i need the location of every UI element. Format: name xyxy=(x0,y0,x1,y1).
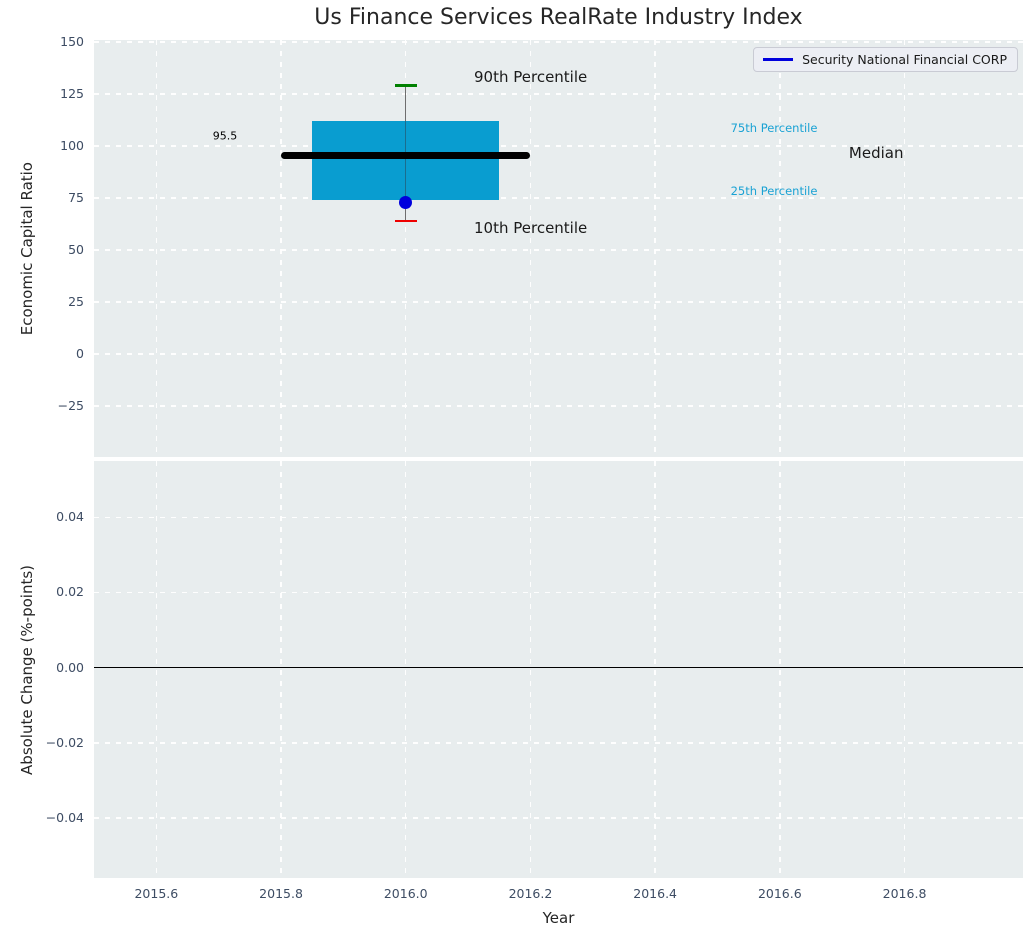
x-tick-label: 2015.8 xyxy=(259,886,303,901)
top-axes: 90th Percentile 10th Percentile 75th Perce… xyxy=(94,40,1023,457)
y-tick-label: 0.00 xyxy=(56,659,84,675)
grid-line-x xyxy=(779,40,781,457)
grid-line-x xyxy=(654,40,656,457)
grid-line-y xyxy=(94,817,1023,819)
annotation-75th-percentile: 75th Percentile xyxy=(730,120,818,135)
legend-label: Security National Financial CORP xyxy=(802,52,1007,67)
x-tick-label: 2016.6 xyxy=(757,886,802,901)
y-tick-label: 125 xyxy=(60,86,84,102)
x-tick-label: 2016.2 xyxy=(508,886,553,901)
grid-line-x xyxy=(529,40,532,457)
bottom-axes xyxy=(94,461,1023,878)
y-tick-label: 100 xyxy=(60,138,84,154)
grid-line-y xyxy=(94,742,1023,744)
grid-line-y xyxy=(94,591,1023,594)
grid-line-x xyxy=(654,461,656,878)
grid-line-y xyxy=(94,301,1023,303)
y-tick-label: 50 xyxy=(68,242,84,258)
y-tick-label: −25 xyxy=(57,398,84,414)
zero-line xyxy=(94,666,1023,669)
y-tick-label: 0.02 xyxy=(56,584,84,600)
legend: Security National Financial CORP xyxy=(753,47,1018,72)
grid-line-x xyxy=(404,40,407,457)
annotation-median: Median xyxy=(848,144,904,162)
grid-line-x xyxy=(903,461,906,878)
grid-line-x xyxy=(903,40,906,457)
grid-line-x xyxy=(280,40,282,457)
grid-line-x xyxy=(779,461,781,878)
annotation-90th-percentile: 90th Percentile xyxy=(474,67,588,86)
annotation-25th-percentile: 25th Percentile xyxy=(730,183,818,198)
annotation-median-value: 95.5 xyxy=(212,129,238,143)
grid-line-y xyxy=(94,93,1023,95)
grid-line-x xyxy=(155,40,158,457)
grid-line-x xyxy=(155,461,158,878)
x-axis-label: Year xyxy=(542,909,575,927)
legend-line-icon xyxy=(763,58,794,61)
y-tick-label: 150 xyxy=(60,34,84,50)
grid-line-y xyxy=(94,516,1023,519)
grid-line-y xyxy=(94,353,1023,355)
x-tick-label: 2015.6 xyxy=(134,886,179,901)
chart-title: Us Finance Services RealRate Industry In… xyxy=(314,5,803,30)
grid-line-x xyxy=(404,461,407,878)
p90-cap xyxy=(394,84,417,88)
whisker-line-overlay xyxy=(405,121,407,201)
y-tick-label: −0.04 xyxy=(45,809,84,825)
y-tick-label: 0.04 xyxy=(56,509,84,525)
grid-line-y xyxy=(94,41,1023,43)
grid-line-y xyxy=(94,197,1023,199)
grid-line-y xyxy=(94,145,1023,147)
grid-line-y xyxy=(94,405,1023,407)
company-data-point xyxy=(399,195,413,209)
y-tick-label: 75 xyxy=(68,190,84,206)
x-tick-label: 2016.8 xyxy=(882,886,927,901)
p10-cap xyxy=(394,219,417,223)
y-tick-label: 0 xyxy=(76,346,84,362)
x-tick-label: 2016.4 xyxy=(633,886,678,901)
grid-line-x xyxy=(280,461,282,878)
grid-line-x xyxy=(529,461,532,878)
annotation-10th-percentile: 10th Percentile xyxy=(474,218,588,237)
grid-line-y xyxy=(94,249,1023,251)
y-tick-label: 25 xyxy=(68,294,84,310)
median-line xyxy=(281,151,531,159)
y-tick-label: −0.02 xyxy=(45,734,84,750)
x-tick-label: 2016.0 xyxy=(383,886,428,901)
